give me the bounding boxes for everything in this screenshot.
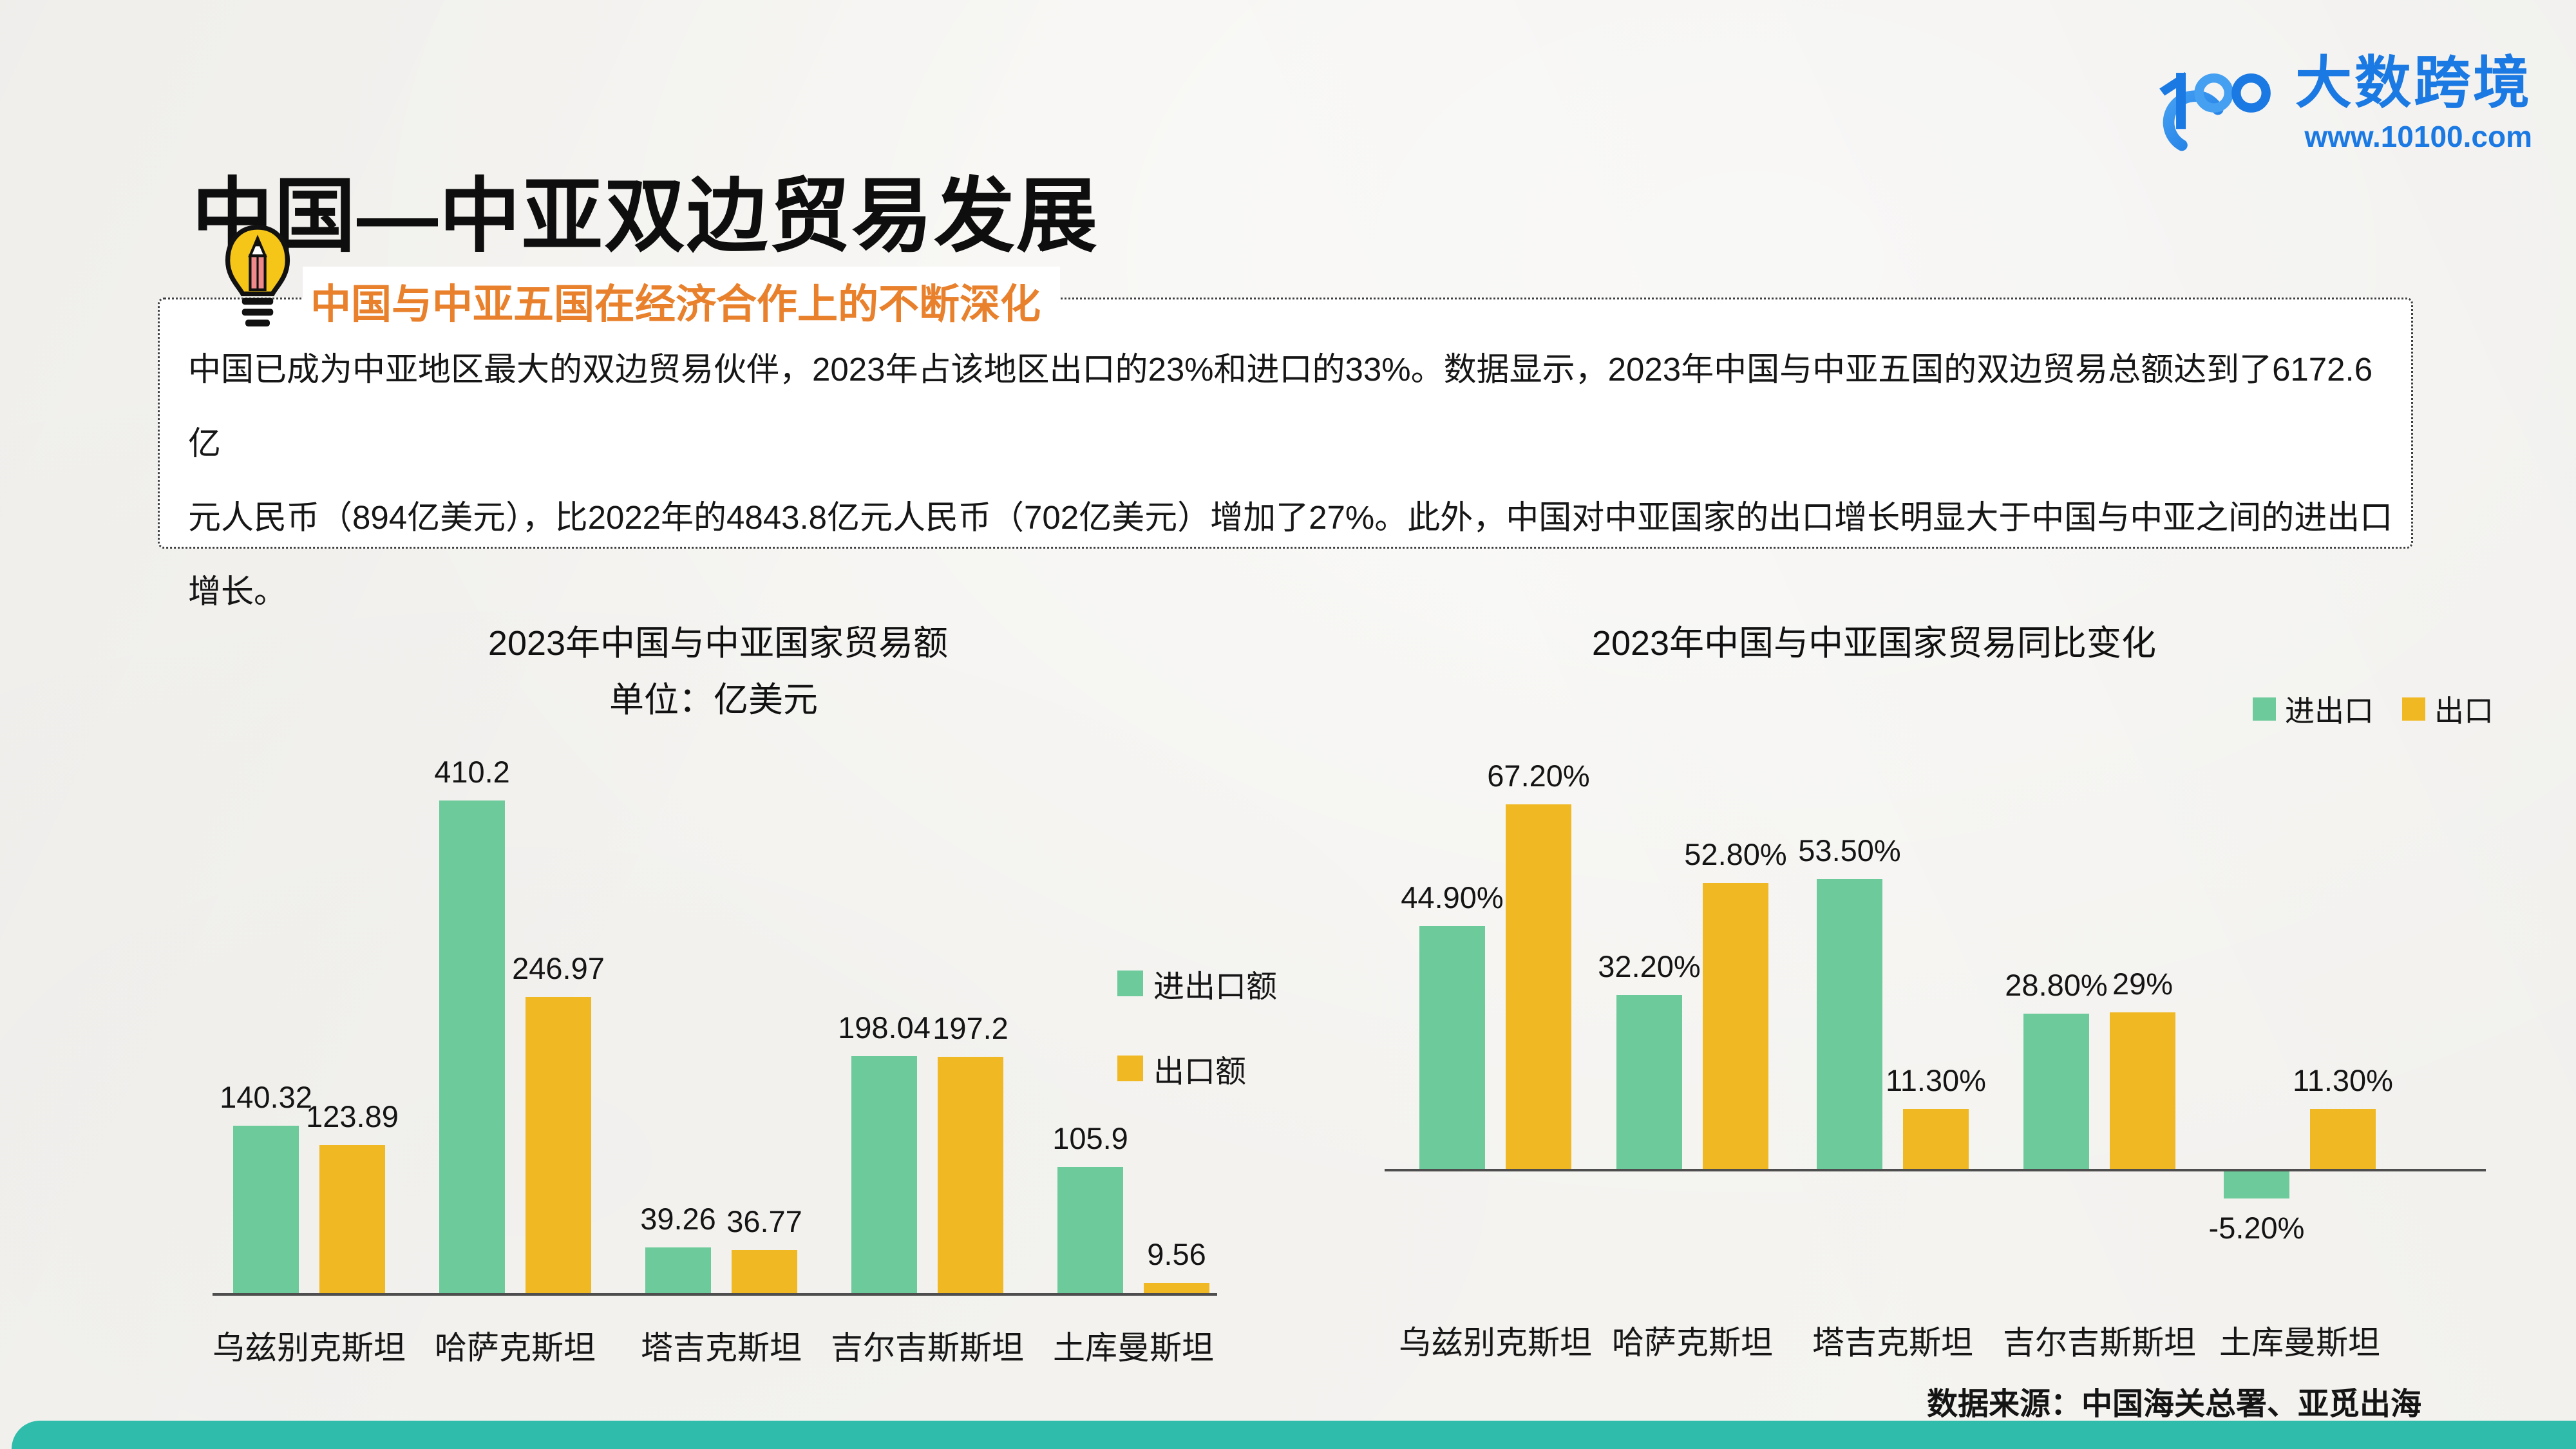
bar — [1419, 926, 1485, 1170]
bar-value-label: 53.50% — [1798, 833, 1901, 867]
bar-value-label: 11.30% — [2293, 1063, 2393, 1097]
bar-value-label: 44.90% — [1401, 880, 1504, 914]
x-axis-label: 哈萨克斯坦 — [1612, 1325, 1773, 1361]
deco-block-light-green — [88, 0, 144, 17]
legend-label: 进出口 — [2285, 694, 2374, 728]
bar-value-label: 11.30% — [1886, 1063, 1986, 1097]
bar-value-label: 198.04 — [838, 1010, 931, 1045]
bar — [1817, 879, 1882, 1170]
chart-title: 2023年中国与中亚国家贸易同比变化 — [1591, 624, 2157, 663]
bar — [1903, 1109, 1969, 1170]
legend-item-exports: 出口额 — [1117, 1046, 1277, 1091]
legend: 进出口额 出口额 — [1117, 961, 1277, 1131]
bar-value-label: 67.20% — [1487, 759, 1590, 793]
insight-body-line: 中国已成为中亚地区最大的双边贸易伙伴，2023年占该地区出口的23%和进口的33… — [188, 351, 2373, 462]
x-axis-label: 乌兹别克斯坦 — [213, 1330, 406, 1366]
chart-yoy-change: 2023年中国与中亚国家贸易同比变化 44.90% 67.20% 乌兹别克斯坦 32.… — [1385, 605, 2494, 1417]
x-axis-line — [213, 1293, 1217, 1296]
deco-block-teal — [88, 62, 144, 209]
logo-website: www.10100.com — [2304, 120, 2533, 154]
bar-value-label: 52.80% — [1684, 837, 1787, 871]
brand-logo: 大数跨境 www.10100.com — [2145, 50, 2532, 173]
bar-value-label: 32.20% — [1598, 949, 1701, 983]
bar-value-label: 36.77 — [726, 1204, 802, 1238]
insight-heading: 中国与中亚五国在经济合作上的不断深化 — [303, 267, 1060, 336]
plot-area: 44.90% 67.20% 乌兹别克斯坦 32.20% 52.80% 哈萨克斯坦 53.50… — [1385, 605, 2486, 1417]
bar — [233, 1126, 299, 1294]
bar — [1703, 883, 1768, 1170]
x-axis-label: 吉尔吉斯斯坦 — [831, 1330, 1024, 1366]
x-axis-label: 乌兹别克斯坦 — [1399, 1325, 1592, 1361]
bar — [2023, 1014, 2089, 1170]
insight-body: 中国已成为中亚地区最大的双边贸易伙伴，2023年占该地区出口的23%和进口的33… — [188, 332, 2397, 629]
bar — [526, 997, 591, 1294]
bar-value-label: 29% — [2112, 967, 2174, 1001]
data-source-note: 数据来源：中国海关总署、亚觅出海 — [1926, 1387, 2421, 1421]
legend-swatch-green — [2253, 697, 2276, 721]
chart-unit-label: 单位：亿美元 — [609, 681, 818, 719]
bar — [1144, 1283, 1209, 1294]
bar-value-label: 197.2 — [933, 1011, 1009, 1045]
page-title: 中国—中亚双边贸易发展 — [192, 171, 1099, 262]
logo-brand-name: 大数跨境 — [2295, 51, 2533, 115]
bar-value-label: 140.32 — [220, 1080, 312, 1114]
bar — [938, 1057, 1003, 1294]
bar — [319, 1145, 385, 1294]
bar-value-label: 9.56 — [1147, 1237, 1206, 1271]
bar — [1506, 804, 1571, 1170]
x-axis-label: 土库曼斯坦 — [2219, 1325, 2380, 1361]
legend: 进出口 出口 — [2253, 688, 2494, 730]
bar-value-label: 28.80% — [2005, 968, 2108, 1002]
chart-title: 2023年中国与中亚国家贸易额 — [488, 624, 949, 663]
insight-body-line: 元人民币（894亿美元），比2022年的4843.8亿元人民币（702亿美元）增… — [188, 499, 2393, 536]
bar — [439, 800, 505, 1294]
bar-value-label: -5.20% — [2208, 1211, 2305, 1245]
bar — [2110, 1012, 2175, 1170]
legend-label: 进出口额 — [1153, 970, 1278, 1004]
bar-value-label: 246.97 — [512, 951, 605, 985]
x-axis-label: 塔吉克斯坦 — [641, 1330, 802, 1366]
legend-item-exports: 出口 — [2402, 688, 2494, 730]
bar — [732, 1250, 797, 1294]
legend-item-imports-exports: 进出口额 — [1117, 961, 1277, 1006]
legend-label: 出口额 — [1153, 1055, 1247, 1089]
legend-label: 出口 — [2434, 694, 2494, 728]
bar-value-label: 410.2 — [434, 755, 510, 789]
legend-swatch-green — [1117, 971, 1143, 996]
x-axis-label: 土库曼斯坦 — [1053, 1330, 1214, 1366]
bar-value-label: 123.89 — [306, 1099, 399, 1133]
bottom-accent-bar — [12, 1421, 2576, 1449]
x-axis-label: 哈萨克斯坦 — [435, 1330, 596, 1366]
legend-item-imports-exports: 进出口 — [2253, 688, 2374, 730]
x-axis-label: 塔吉克斯坦 — [1812, 1325, 1973, 1361]
lightbulb-pencil-icon — [225, 225, 290, 327]
plot-area: 140.32 123.89 乌兹别克斯坦 410.2 246.97 哈萨克斯坦 39.26 3… — [213, 605, 1217, 1417]
deco-block-yellow — [88, 26, 144, 53]
bar — [645, 1247, 711, 1294]
bar-value-label: 105.9 — [1052, 1121, 1128, 1155]
x-axis-line — [1385, 1169, 2486, 1171]
legend-swatch-yellow — [1117, 1056, 1143, 1081]
bar — [2310, 1109, 2376, 1170]
chart-trade-volume: 2023年中国与中亚国家贸易额 单位：亿美元 140.32 123.89 乌兹别克斯… — [213, 605, 1277, 1417]
x-axis-label: 吉尔吉斯斯坦 — [2003, 1325, 2196, 1361]
legend-swatch-yellow — [2402, 697, 2425, 721]
bar — [2224, 1170, 2289, 1198]
insight-body-line: 增长。 — [188, 573, 287, 610]
bar — [851, 1056, 917, 1294]
bar — [1057, 1167, 1123, 1294]
logo-10100-icon — [2159, 71, 2271, 151]
insight-box — [158, 298, 2413, 549]
bar-value-label: 39.26 — [640, 1202, 716, 1236]
bar — [1616, 995, 1682, 1170]
